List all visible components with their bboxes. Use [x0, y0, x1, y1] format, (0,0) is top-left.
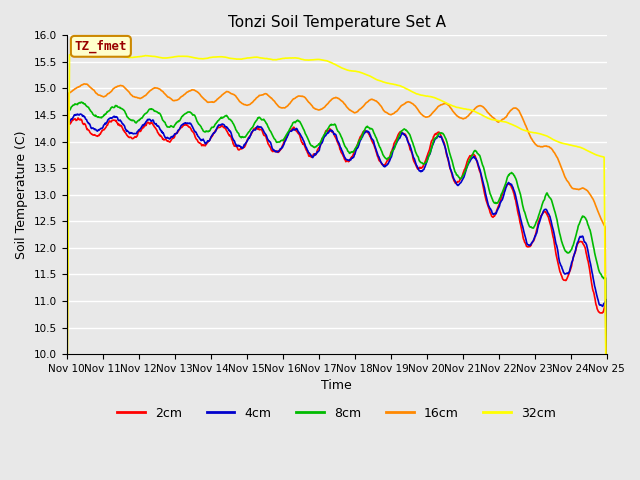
Legend: 2cm, 4cm, 8cm, 16cm, 32cm: 2cm, 4cm, 8cm, 16cm, 32cm: [113, 402, 561, 425]
Text: TZ_fmet: TZ_fmet: [75, 40, 127, 53]
X-axis label: Time: Time: [321, 379, 352, 392]
Y-axis label: Soil Temperature (C): Soil Temperature (C): [15, 131, 28, 259]
Title: Tonzi Soil Temperature Set A: Tonzi Soil Temperature Set A: [228, 15, 445, 30]
